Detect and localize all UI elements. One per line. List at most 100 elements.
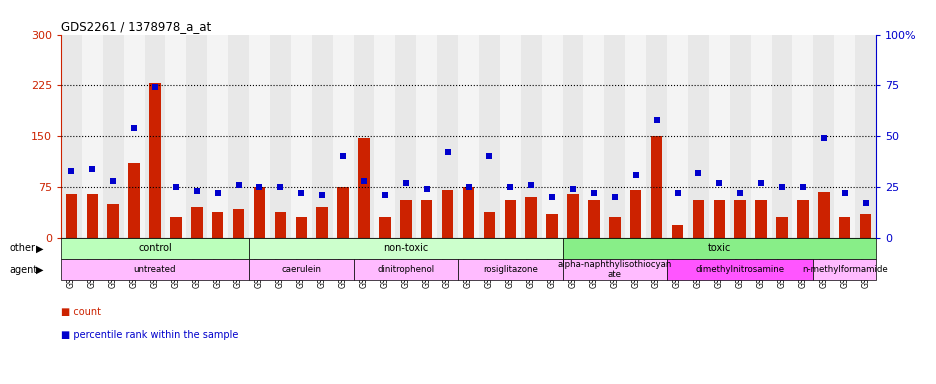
Bar	[149, 83, 161, 238]
Bar	[81, 35, 103, 238]
Point	[753, 180, 768, 186]
Bar	[207, 35, 227, 238]
Bar	[566, 194, 578, 238]
Text: ▶: ▶	[36, 265, 43, 275]
Bar	[855, 35, 875, 238]
Bar	[583, 35, 604, 238]
Bar	[353, 259, 458, 280]
Text: control: control	[138, 243, 171, 253]
Bar	[232, 209, 244, 238]
Point	[418, 186, 433, 192]
Text: GDS2261 / 1378978_a_at: GDS2261 / 1378978_a_at	[61, 20, 211, 33]
Bar	[400, 200, 411, 238]
Point	[649, 117, 664, 123]
Bar	[666, 259, 812, 280]
Point	[711, 180, 726, 186]
Bar	[249, 35, 270, 238]
Bar	[458, 35, 478, 238]
Bar	[499, 35, 520, 238]
Point	[189, 188, 204, 194]
Bar	[478, 35, 499, 238]
Bar	[212, 212, 223, 238]
Bar	[103, 35, 124, 238]
Point	[586, 190, 601, 196]
Bar	[709, 35, 729, 238]
Bar	[458, 259, 562, 280]
Text: toxic: toxic	[707, 243, 730, 253]
Point	[106, 178, 121, 184]
Point	[627, 172, 642, 178]
Bar	[61, 35, 81, 238]
Bar	[128, 163, 139, 238]
Bar	[144, 35, 166, 238]
Bar	[687, 35, 709, 238]
Point	[690, 170, 705, 176]
Bar	[770, 35, 792, 238]
Point	[607, 194, 622, 200]
Text: ▶: ▶	[36, 243, 43, 253]
Bar	[395, 35, 416, 238]
Bar	[374, 35, 395, 238]
Point	[356, 178, 371, 184]
Text: rosiglitazone: rosiglitazone	[482, 265, 537, 274]
Point	[126, 125, 141, 131]
Point	[503, 184, 518, 190]
Bar	[274, 212, 285, 238]
Bar	[734, 200, 745, 238]
Bar	[124, 35, 144, 238]
Bar	[775, 217, 787, 238]
Bar	[666, 35, 687, 238]
Bar	[61, 259, 249, 280]
Bar	[332, 35, 353, 238]
Point	[335, 153, 350, 159]
Point	[294, 190, 309, 196]
Point	[795, 184, 810, 190]
Bar	[249, 238, 562, 259]
Bar	[750, 35, 770, 238]
Bar	[191, 207, 202, 238]
Bar	[629, 190, 641, 238]
Point	[732, 190, 747, 196]
Text: non-toxic: non-toxic	[383, 243, 428, 253]
Bar	[290, 35, 312, 238]
Bar	[546, 214, 557, 238]
Point	[231, 182, 246, 188]
Text: agent: agent	[9, 265, 37, 275]
Bar	[812, 35, 833, 238]
Bar	[562, 259, 666, 280]
Point	[837, 190, 852, 196]
Point	[210, 190, 225, 196]
Bar	[624, 35, 646, 238]
Bar	[353, 35, 374, 238]
Bar	[859, 214, 870, 238]
Bar	[254, 187, 265, 238]
Bar	[166, 35, 186, 238]
Text: ■ count: ■ count	[61, 307, 101, 317]
Bar	[316, 207, 328, 238]
Bar	[604, 35, 624, 238]
Bar	[483, 212, 494, 238]
Text: ■ percentile rank within the sample: ■ percentile rank within the sample	[61, 330, 238, 340]
Text: other: other	[9, 243, 36, 253]
Text: alpha-naphthylisothiocyan
ate: alpha-naphthylisothiocyan ate	[557, 260, 671, 279]
Bar	[520, 35, 541, 238]
Point	[64, 167, 79, 174]
Bar	[838, 217, 850, 238]
Text: dimethylnitrosamine: dimethylnitrosamine	[695, 265, 784, 274]
Bar	[525, 197, 536, 238]
Point	[147, 84, 162, 91]
Point	[669, 190, 684, 196]
Bar	[462, 187, 474, 238]
Point	[440, 149, 455, 156]
Bar	[541, 35, 562, 238]
Point	[168, 184, 183, 190]
Bar	[562, 238, 875, 259]
Bar	[797, 200, 808, 238]
Point	[461, 184, 475, 190]
Bar	[170, 217, 182, 238]
Bar	[692, 200, 704, 238]
Bar	[61, 238, 249, 259]
Bar	[416, 35, 437, 238]
Point	[565, 186, 580, 192]
Bar	[504, 200, 516, 238]
